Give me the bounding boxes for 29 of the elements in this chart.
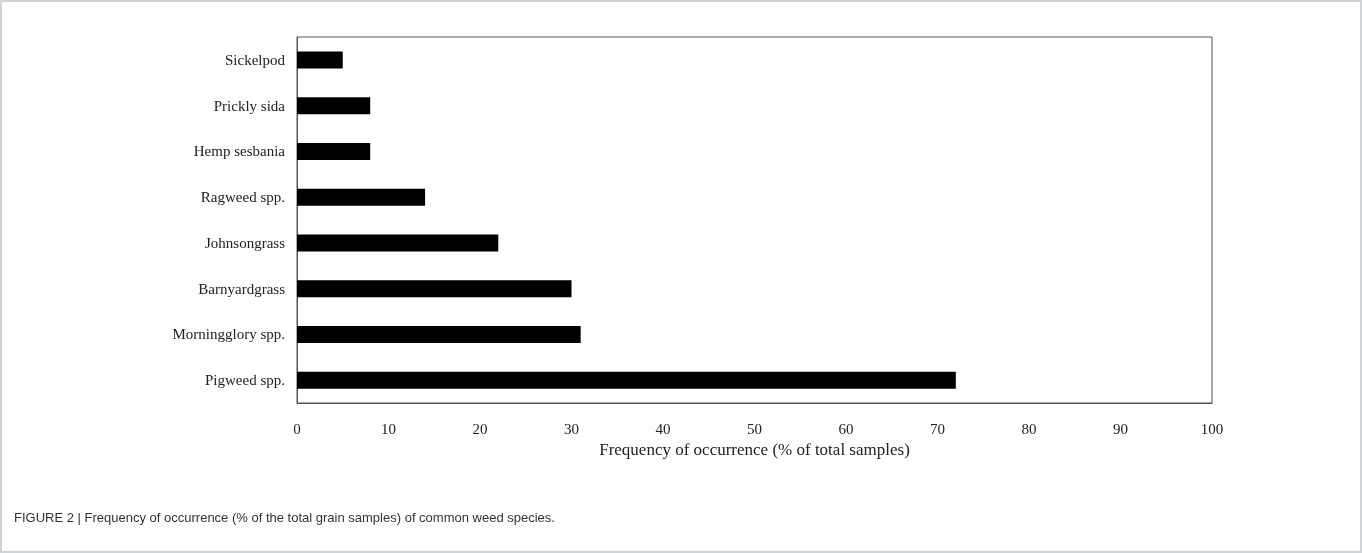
y-tick-label: Hemp sesbania <box>193 143 286 160</box>
x-tick-label: 30 <box>564 420 579 437</box>
bar <box>297 51 343 69</box>
x-tick-label: 70 <box>930 420 945 437</box>
y-tick-label: Sickelpod <box>225 51 286 68</box>
x-tick-label: 90 <box>1113 420 1128 437</box>
bar <box>297 280 572 298</box>
bar <box>297 371 956 389</box>
caption: FIGURE 2 | Frequency of occurrence (% of the total grain samples) of common weed species. <box>14 510 555 525</box>
x-tick-label: 60 <box>838 420 854 437</box>
y-tick-label: Morningglory spp. <box>172 326 285 343</box>
x-tick-label: 0 <box>293 420 301 437</box>
y-tick-label: Johnsongrass <box>204 234 286 251</box>
x-tick-label: 10 <box>381 420 396 437</box>
x-tick-label: 100 <box>1200 420 1224 437</box>
bar <box>297 325 581 343</box>
y-tick-label: Ragweed spp. <box>200 189 285 206</box>
bar <box>297 188 426 206</box>
bar <box>297 97 371 115</box>
y-tick-label: Prickly sida <box>213 97 286 114</box>
x-tick-label: 20 <box>472 420 488 437</box>
x-tick-label: 40 <box>655 420 671 437</box>
x-axis-title: Frequency of occurrence (% of total samples) <box>599 440 910 459</box>
y-tick-label: Barnyardgrass <box>198 280 286 297</box>
bar <box>297 142 371 160</box>
x-tick-label: 80 <box>1021 420 1037 437</box>
y-tick-label: Pigweed spp. <box>205 372 285 389</box>
bar <box>297 234 499 252</box>
x-tick-label: 50 <box>747 420 762 437</box>
